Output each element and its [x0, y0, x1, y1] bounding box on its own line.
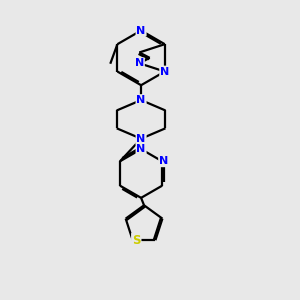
Text: N: N: [136, 95, 146, 105]
Text: N: N: [136, 134, 146, 144]
Text: N: N: [136, 143, 146, 154]
Text: N: N: [135, 58, 144, 68]
Text: S: S: [132, 234, 140, 247]
Text: N: N: [136, 26, 146, 35]
Text: N: N: [160, 67, 170, 76]
Text: N: N: [159, 156, 168, 166]
